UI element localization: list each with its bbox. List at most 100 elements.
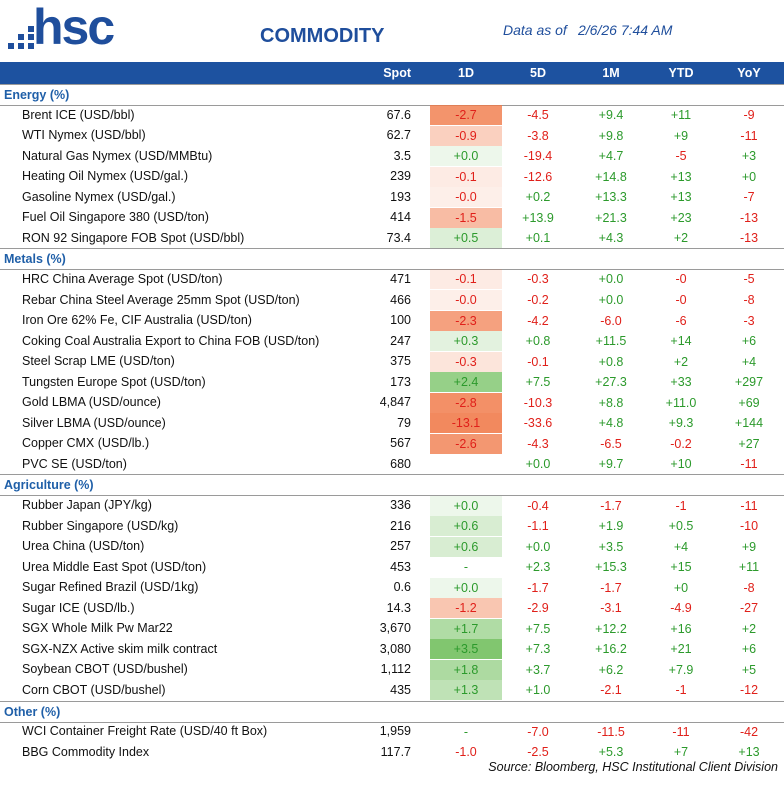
section-title: Energy (%)	[4, 88, 70, 102]
change-value: +4.8	[598, 416, 624, 431]
spot: 173	[390, 374, 411, 389]
change-value: +3.5	[598, 539, 624, 554]
spot: 1,959	[379, 724, 411, 739]
change-value: -7	[743, 190, 755, 205]
commodity-name: Coking Coal Australia Export to China FO…	[22, 333, 320, 348]
change-value: -	[463, 724, 469, 739]
change-value: +4	[741, 354, 757, 369]
commodity-name: Soybean CBOT (USD/bushel)	[22, 662, 188, 677]
change-value: -0.0	[430, 187, 502, 208]
change-value: -1	[675, 498, 687, 513]
change-value: -12.6	[523, 169, 553, 184]
column-header: 1D	[458, 66, 474, 80]
spot: 0.6	[393, 580, 411, 595]
change-value: -0.3	[527, 272, 549, 287]
change-value: -9	[743, 108, 755, 123]
column-header: Spot	[383, 66, 411, 80]
commodity-name: Rubber Japan (JPY/kg)	[22, 498, 152, 512]
commodity-name: Urea China (USD/ton)	[22, 539, 145, 554]
change-value: +1.8	[430, 659, 502, 680]
change-value: -0.1	[430, 166, 502, 187]
change-value: -19.4	[523, 149, 553, 164]
change-value: +11	[738, 560, 760, 575]
change-value: +0.1	[525, 231, 551, 246]
commodity-name: SGX Whole Milk Pw Mar22	[22, 621, 173, 636]
change-value: -33.6	[523, 416, 553, 431]
change-value: -4.3	[527, 436, 549, 451]
spot: 3.5	[393, 148, 411, 163]
spot: 117.7	[380, 744, 411, 759]
change-value: +0	[741, 169, 757, 184]
section-header: Energy (%)	[0, 84, 784, 106]
spot: 4,847	[379, 395, 411, 410]
change-value: +33	[670, 375, 692, 390]
commodity-name: Heating Oil Nymex (USD/gal.)	[22, 169, 189, 184]
section-title: Metals (%)	[4, 252, 66, 267]
change-value: +16	[670, 621, 692, 636]
change-value: +0.0	[525, 457, 551, 472]
change-value: -6.0	[600, 313, 622, 328]
commodity-name: Corn CBOT (USD/bushel)	[22, 682, 166, 697]
source: Source: Bloomberg, HSC Institutional Cli…	[488, 760, 778, 774]
change-value: +0.5	[668, 519, 694, 534]
change-value: +0.0	[430, 495, 502, 516]
change-value: -2.3	[430, 310, 502, 331]
change-value: +23	[670, 210, 692, 225]
commodity-name: Natural Gas Nymex (USD/MMBtu)	[22, 148, 213, 163]
change-value: +13	[738, 745, 760, 760]
change-value: -6	[675, 313, 687, 328]
section-title: Agriculture (%)	[4, 478, 94, 493]
spot: 414	[390, 210, 411, 225]
spot: 471	[390, 271, 411, 286]
change-value: +4	[673, 539, 689, 554]
change-value: -3	[743, 313, 755, 328]
section-title: Other (%)	[4, 704, 61, 719]
spot: 62.7	[386, 128, 411, 143]
column-header: 1M	[602, 66, 620, 80]
commodity-name: Steel Scrap LME (USD/ton)	[22, 354, 175, 369]
change-value: +2.4	[430, 372, 502, 393]
title: COMMODITY	[260, 25, 385, 47]
change-value: -2.6	[430, 433, 502, 454]
change-value: +0.0	[430, 577, 502, 598]
change-value: -42	[739, 724, 759, 739]
logo: hsc	[33, 0, 115, 55]
commodity-name: WTI Nymex (USD/bbl)	[22, 128, 146, 143]
change-value: -8	[743, 293, 755, 307]
change-value: -0.2	[670, 436, 692, 451]
change-value: +0	[673, 580, 689, 595]
change-value: -13.1	[430, 413, 502, 434]
change-value: +21.3	[595, 210, 627, 225]
date: 2/6/26 7:44 AM	[578, 22, 673, 38]
change-value: -0.1	[527, 354, 549, 369]
change-value: +15	[670, 560, 692, 575]
change-value: +4.7	[598, 149, 624, 164]
change-value: -4.2	[527, 313, 549, 328]
change-value: -8	[743, 580, 755, 595]
change-value: -0.1	[430, 269, 502, 290]
spot: 336	[390, 498, 411, 512]
change-value: -0.3	[430, 351, 502, 372]
change-value: -27	[739, 601, 759, 616]
change-value: +5.3	[598, 745, 624, 760]
change-value: +2	[673, 354, 689, 369]
change-value: +144	[734, 416, 764, 431]
change-value: +14	[670, 334, 692, 349]
change-value: -10.3	[523, 395, 553, 410]
spot: 466	[390, 292, 411, 307]
commodity-name: BBG Commodity Index	[22, 744, 150, 759]
spot: 100	[390, 313, 411, 328]
change-value: -0.4	[527, 498, 549, 513]
column-header: YTD	[668, 66, 694, 80]
commodity-name: Silver LBMA (USD/ounce)	[22, 415, 166, 430]
change-value: +11.0	[665, 395, 697, 410]
change-value: +8.8	[598, 395, 624, 410]
change-value: +0.6	[430, 516, 502, 537]
spot: 247	[390, 333, 411, 348]
change-value: +13	[670, 190, 692, 205]
commodity-name: SGX-NZX Active skim milk contract	[22, 641, 218, 656]
spot: 216	[390, 518, 411, 533]
logo-dots	[8, 26, 34, 49]
change-value: -11	[740, 128, 758, 143]
change-value: +0.8	[598, 354, 624, 369]
